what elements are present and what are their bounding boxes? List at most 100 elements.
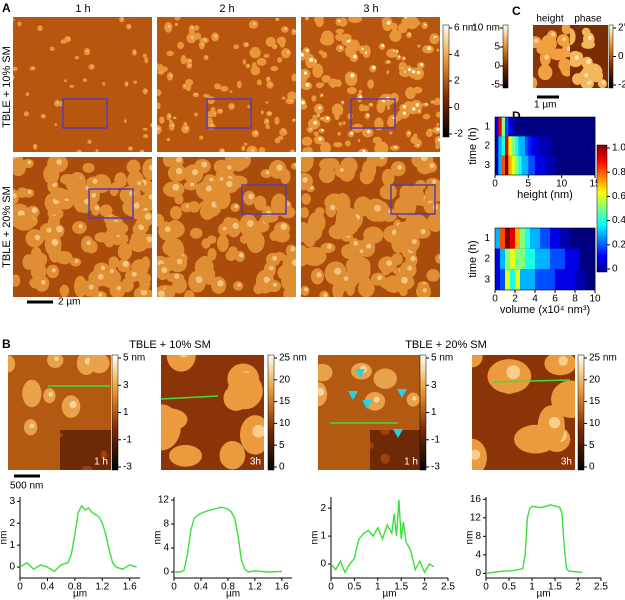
afm-highlight bbox=[313, 120, 317, 125]
heatmap-cell bbox=[591, 136, 596, 156]
afm-domain bbox=[256, 57, 267, 66]
colorbar bbox=[502, 24, 509, 89]
heatmap-cell bbox=[501, 136, 506, 156]
afm-domain bbox=[386, 105, 391, 110]
afm-domain bbox=[126, 159, 141, 175]
heatmap-cell bbox=[500, 228, 506, 249]
afm-domain bbox=[69, 84, 75, 88]
colorbar-label: 0.8 bbox=[612, 167, 625, 178]
y-tick-label: 0 bbox=[475, 568, 481, 579]
x-tick-label: 2.5 bbox=[441, 582, 455, 593]
afm-domain bbox=[338, 121, 343, 126]
afm-highlight bbox=[188, 64, 191, 67]
afm-domain bbox=[301, 193, 311, 205]
afm-domain bbox=[58, 100, 63, 107]
height-profile bbox=[19, 504, 137, 573]
heatmap-cell bbox=[565, 248, 571, 270]
heatmap-cell bbox=[560, 228, 566, 249]
heatmap-cell bbox=[581, 136, 586, 156]
afm-highlight bbox=[69, 400, 77, 409]
y-tick-label: 8 bbox=[163, 519, 169, 530]
afm-domain bbox=[436, 48, 440, 52]
heatmap-cell bbox=[535, 248, 541, 270]
afm-highlight bbox=[195, 93, 198, 96]
heatmap-cell bbox=[548, 136, 552, 156]
afm-highlight bbox=[131, 271, 137, 277]
afm-highlight bbox=[425, 103, 428, 106]
afm-highlight bbox=[427, 46, 431, 51]
afm-domain bbox=[333, 141, 343, 148]
afm-highlight bbox=[276, 164, 283, 171]
heatmap-cell bbox=[495, 228, 501, 249]
heatmap-cell bbox=[495, 155, 499, 175]
afm-highlight bbox=[98, 292, 103, 297]
heatmap-cell bbox=[578, 136, 582, 156]
heatmap-cell bbox=[521, 136, 526, 156]
afm-domain bbox=[398, 22, 408, 34]
x-tick-label: 8 bbox=[572, 294, 578, 305]
afm-highlight bbox=[239, 252, 244, 258]
afm-highlight bbox=[245, 43, 248, 46]
heatmap-cell bbox=[500, 269, 506, 290]
afm-highlight bbox=[27, 160, 32, 165]
afm-domain bbox=[389, 29, 402, 42]
heatmap-cell bbox=[508, 117, 512, 137]
afm-highlight bbox=[318, 137, 322, 141]
colorbar bbox=[608, 24, 614, 89]
y-tick-label: 8 bbox=[475, 531, 481, 542]
colorbar-label: 5 nm bbox=[431, 353, 453, 364]
afm-highlight bbox=[415, 103, 420, 107]
colorbar-label: 10 nm bbox=[472, 23, 500, 34]
heatmap-cell bbox=[505, 136, 509, 156]
panel-label: C bbox=[512, 4, 521, 18]
y-tick-label: 16 bbox=[470, 494, 482, 505]
colorbar-label: 0 bbox=[589, 462, 595, 473]
afm-domain bbox=[381, 168, 395, 187]
colorbar-label: 20 bbox=[589, 374, 601, 385]
afm-highlight bbox=[246, 220, 254, 227]
afm-highlight bbox=[404, 17, 407, 19]
scale-label: 2 µm bbox=[58, 297, 80, 308]
heatmap-cell bbox=[560, 248, 566, 270]
afm-highlight bbox=[141, 150, 144, 152]
afm-highlight bbox=[86, 50, 89, 53]
afm-domain bbox=[13, 274, 21, 287]
heatmap-cell bbox=[555, 136, 559, 156]
afm-domain bbox=[380, 430, 391, 435]
afm-highlight bbox=[291, 150, 294, 152]
afm-domain bbox=[304, 146, 313, 152]
afm-domain bbox=[370, 442, 374, 449]
afm-highlight bbox=[191, 169, 199, 176]
colorbar-label: 2° bbox=[618, 23, 625, 34]
afm-highlight bbox=[420, 63, 424, 67]
afm-highlight bbox=[359, 95, 362, 99]
column-label: 3 h bbox=[363, 3, 378, 15]
heatmap-cell bbox=[561, 117, 566, 137]
region-box bbox=[206, 98, 252, 129]
y-tick-label: 2 bbox=[484, 141, 490, 152]
afm-domain bbox=[263, 53, 270, 58]
afm-highlight bbox=[566, 46, 570, 52]
afm-highlight bbox=[32, 67, 34, 69]
afm-highlight bbox=[398, 55, 401, 58]
afm-image bbox=[13, 17, 152, 152]
colorbar-label: -2 bbox=[618, 80, 625, 91]
afm-domain bbox=[399, 184, 414, 203]
afm-highlight bbox=[420, 228, 426, 235]
colorbar-label: 0 bbox=[454, 102, 460, 113]
afm-highlight bbox=[284, 27, 287, 30]
heatmap-cell bbox=[541, 117, 546, 137]
colorbar-label: 0.4 bbox=[612, 215, 625, 226]
afm-domain bbox=[169, 444, 202, 467]
scale-label: 1 µm bbox=[534, 100, 556, 111]
colorbar bbox=[267, 354, 275, 471]
afm-highlight bbox=[407, 265, 413, 271]
y-tick-label: 12 bbox=[158, 495, 170, 506]
heatmap-cell bbox=[561, 136, 566, 156]
afm-domain bbox=[102, 81, 106, 86]
afm-domain bbox=[55, 250, 73, 265]
afm-highlight bbox=[272, 282, 277, 287]
afm-highlight bbox=[272, 255, 278, 261]
heatmap-cell bbox=[535, 136, 539, 156]
heatmap-cell bbox=[561, 155, 566, 175]
